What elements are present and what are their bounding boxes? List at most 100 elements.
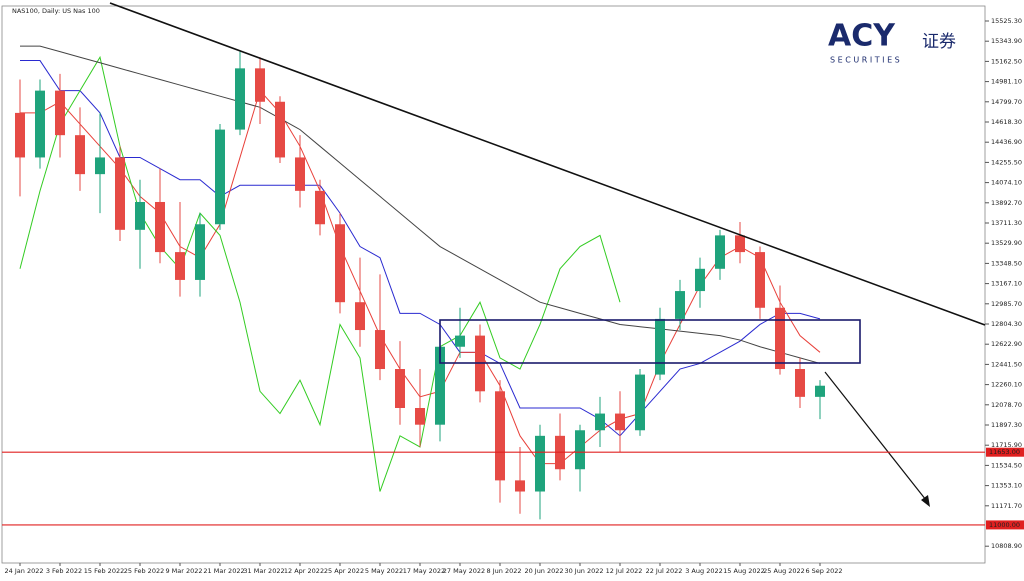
candle-body [575, 430, 585, 470]
candle-body [355, 302, 365, 331]
candle-body [515, 480, 525, 492]
y-tick-label: 11171.70 [991, 502, 1022, 510]
price-level-label: 11653.00 [989, 448, 1020, 456]
candle-body [395, 369, 405, 408]
x-tick-label: 20 Jun 2022 [524, 567, 563, 575]
y-tick-label: 14981.10 [991, 78, 1022, 86]
arrow-head [921, 495, 930, 507]
candle-body [95, 157, 105, 175]
y-tick-label: 15525.30 [991, 17, 1022, 25]
x-tick-label: 8 Jun 2022 [487, 567, 522, 575]
x-tick-label: 12 Apr 2022 [284, 567, 324, 575]
y-tick-label: 10808.90 [991, 542, 1022, 550]
indicator-line [20, 45, 821, 364]
x-tick-label: 5 May 2022 [365, 567, 403, 575]
candle-body [615, 413, 625, 431]
candle-body [715, 235, 725, 269]
candle-body [175, 252, 185, 280]
y-tick-label: 14799.70 [991, 98, 1022, 106]
candle-body [535, 435, 545, 492]
candle-body [495, 391, 505, 481]
logo-chinese: 证券 [922, 32, 956, 52]
y-tick-label: 14618.30 [991, 118, 1022, 126]
candle-body [595, 413, 605, 431]
y-tick-label: 14436.90 [991, 138, 1022, 146]
x-tick-label: 15 Feb 2022 [84, 567, 124, 575]
candle-body [295, 157, 305, 191]
y-tick-label: 12441.50 [991, 360, 1022, 368]
range-box [439, 319, 861, 364]
x-tick-label: 27 May 2022 [443, 567, 485, 575]
y-tick-label: 15343.90 [991, 37, 1022, 45]
plot-frame [1, 5, 986, 564]
logo-name: ACY [828, 19, 896, 54]
x-tick-label: 17 May 2022 [403, 567, 445, 575]
x-tick-label: 3 Feb 2022 [46, 567, 82, 575]
y-tick-label: 11715.90 [991, 441, 1022, 449]
candle-body [155, 201, 165, 253]
candle-body [135, 201, 145, 230]
y-tick-label: 12078.70 [991, 401, 1022, 409]
candle-body [315, 190, 325, 225]
y-tick-label: 11897.30 [991, 421, 1022, 429]
candle-body [335, 224, 345, 303]
forecast-arrow [824, 371, 927, 501]
chart-title: NAS100, Daily: US Nas 100 [12, 7, 100, 15]
y-tick-label: 11353.10 [991, 482, 1022, 490]
candle-body [455, 335, 465, 347]
candle-body [435, 346, 445, 425]
y-tick-label: 13892.70 [991, 199, 1022, 207]
logo-tagline: S E C U R I T I E S [830, 56, 900, 65]
price-level-badge [986, 447, 1024, 457]
candle-body [115, 157, 125, 230]
y-tick-label: 13711.30 [991, 219, 1022, 227]
x-tick-label: 9 Mar 2022 [165, 567, 202, 575]
y-tick-label: 14255.50 [991, 158, 1022, 166]
candle-body [255, 68, 265, 102]
candle-body [795, 369, 805, 397]
y-tick-label: 13529.90 [991, 239, 1022, 247]
x-tick-label: 25 Apr 2022 [324, 567, 364, 575]
x-tick-label: 3 Aug 2022 [685, 567, 723, 575]
y-tick-label: 12622.90 [991, 340, 1022, 348]
x-tick-label: 12 Jul 2022 [606, 567, 643, 575]
x-tick-label: 30 Jun 2022 [564, 567, 603, 575]
candle-body [75, 135, 85, 175]
price-level-label: 11000.00 [989, 521, 1020, 529]
candle-body [275, 101, 285, 158]
y-tick-label: 13348.50 [991, 259, 1022, 267]
y-tick-label: 13167.10 [991, 280, 1022, 288]
candle-body [195, 224, 205, 280]
candle-body [35, 90, 45, 158]
plot [15, 45, 825, 520]
price-level-badge [986, 520, 1024, 530]
candle-body [655, 318, 665, 375]
y-tick-label: 12985.70 [991, 300, 1022, 308]
logo: ACY 证券 S E C U R I T I E S [828, 19, 956, 65]
y-tick-label: 11534.50 [991, 461, 1022, 469]
candle-body [775, 307, 785, 370]
candle-body [235, 68, 245, 130]
candle-body [415, 407, 425, 425]
candle-body [735, 235, 745, 253]
y-tick-label: 14074.10 [991, 179, 1022, 187]
candle-body [215, 129, 225, 225]
candle-body [755, 252, 765, 308]
y-tick-label: 12260.10 [991, 381, 1022, 389]
candle-body [675, 291, 685, 319]
x-tick-label: 31 Mar 2022 [243, 567, 284, 575]
indicator-line [19, 55, 621, 492]
candle-body [695, 268, 705, 292]
candle-body [635, 374, 645, 431]
x-tick-label: 6 Sep 2022 [805, 567, 842, 575]
x-tick-label: 25 Feb 2022 [124, 567, 164, 575]
candle-body [815, 385, 825, 397]
x-tick-label: 15 Aug 2022 [723, 567, 765, 575]
x-tick-label: 25 Aug 2022 [763, 567, 805, 575]
y-tick-label: 12804.30 [991, 320, 1022, 328]
y-tick-label: 15162.50 [991, 57, 1022, 65]
candle-body [15, 112, 25, 158]
